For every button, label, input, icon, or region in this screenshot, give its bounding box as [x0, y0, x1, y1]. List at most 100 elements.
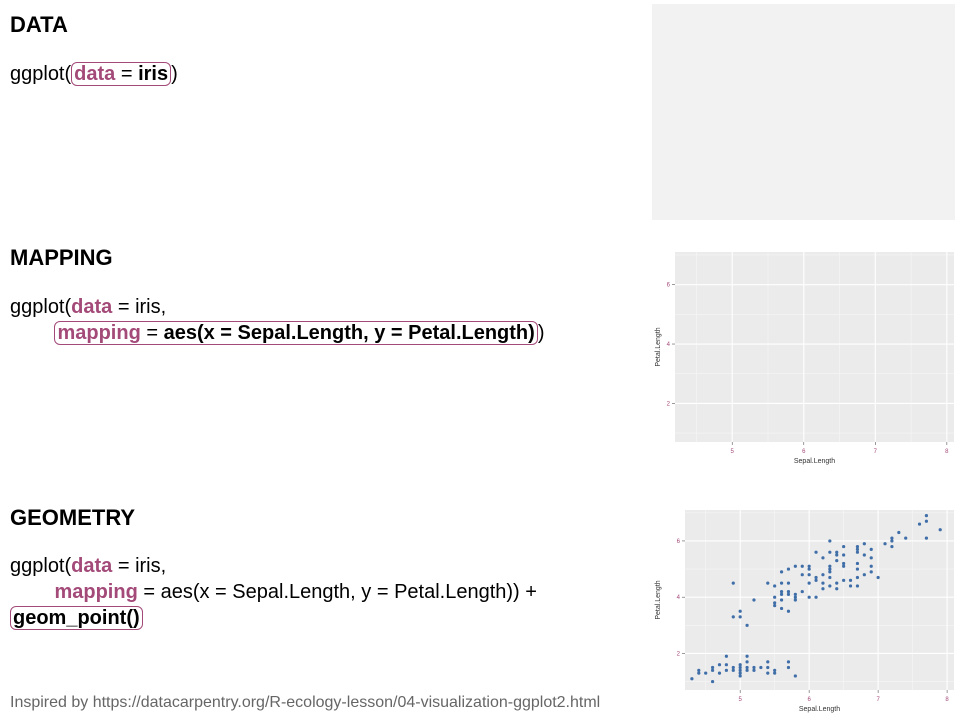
data-point [773, 584, 777, 588]
data-point [876, 575, 880, 580]
data-point [842, 544, 846, 549]
data-point [890, 539, 894, 543]
data-point [731, 615, 735, 619]
highlight-box-geom: geom_point() [10, 606, 143, 630]
x-tick-label: 6 [807, 697, 811, 703]
data-point [855, 544, 860, 549]
data-point [786, 592, 791, 596]
data-point [835, 587, 839, 591]
data-point [766, 671, 770, 675]
data-point [814, 575, 818, 580]
data-point [786, 581, 791, 585]
data-point [924, 536, 929, 540]
data-point [917, 522, 922, 526]
x-tick-label: 5 [739, 697, 743, 703]
x-tick-label: 8 [945, 449, 949, 455]
data-point [835, 553, 839, 557]
data-point [855, 575, 860, 580]
data-point [745, 668, 749, 672]
data-point [738, 665, 742, 670]
data-point [883, 542, 887, 546]
data-point [869, 570, 873, 574]
data-point [821, 556, 825, 560]
data-point [869, 556, 873, 560]
data-point [793, 674, 797, 678]
data-point [828, 564, 832, 568]
data-point [766, 660, 770, 664]
data-point [835, 581, 839, 585]
data-point [862, 553, 866, 557]
data-point [745, 654, 749, 658]
code-data: ggplot(data = iris) [10, 61, 178, 87]
data-point [738, 609, 742, 613]
plot-scatter: 5 6 7 8 2 4 6 Sepal.Length Petal.Length [655, 510, 954, 713]
data-point [704, 671, 708, 675]
data-point [738, 663, 742, 667]
data-point [821, 587, 825, 591]
data-point [897, 530, 901, 535]
data-point [710, 679, 715, 684]
data-point [814, 595, 818, 599]
data-point [807, 573, 811, 577]
y-tick-label: 6 [677, 539, 681, 545]
data-point [786, 665, 791, 670]
data-point [869, 564, 873, 568]
data-point [924, 514, 929, 518]
x-tick-label: 7 [876, 697, 880, 703]
data-point [842, 564, 846, 568]
data-point [759, 665, 763, 670]
data-point [779, 598, 784, 602]
data-point [807, 581, 811, 585]
code-fn: ggplot( [10, 296, 72, 318]
data-point [745, 665, 749, 670]
data-point [710, 665, 715, 670]
code-indent [10, 581, 54, 603]
data-point [773, 601, 777, 605]
data-point [738, 674, 742, 678]
data-point [786, 589, 791, 594]
data-point [779, 606, 784, 611]
data-point [828, 570, 832, 574]
data-point [786, 660, 791, 664]
section-heading-geometry: GEOMETRY [10, 505, 136, 530]
data-point [786, 567, 791, 571]
data-point [807, 567, 811, 571]
code-close: ) [537, 322, 545, 344]
data-point [724, 663, 728, 667]
highlight-box-mapping: mapping = aes(x = Sepal.Length, y = Peta… [54, 321, 538, 345]
plot-panel [685, 510, 954, 690]
data-point [724, 668, 728, 672]
data-point [738, 615, 742, 619]
plot-panel [675, 252, 954, 442]
data-point [800, 564, 804, 568]
code-equals: = [140, 322, 164, 344]
code-equals: = [115, 63, 139, 85]
data-point [924, 519, 929, 523]
data-point [793, 595, 797, 599]
y-axis-label: Petal.Length [655, 580, 662, 619]
code-aes: aes(x = Sepal.Length, y = Petal.Length) [163, 322, 535, 344]
y-tick-label: 2 [677, 651, 681, 657]
data-point [800, 589, 804, 594]
x-tick-label: 7 [874, 449, 878, 455]
data-point [731, 668, 735, 672]
data-point [752, 665, 756, 670]
code-close: ) [171, 63, 178, 85]
data-point [717, 671, 722, 675]
data-point [697, 671, 701, 675]
data-point [821, 581, 825, 585]
section-heading-mapping: MAPPING [10, 245, 113, 270]
data-point [773, 671, 777, 675]
data-point [779, 581, 784, 585]
data-point [766, 665, 770, 670]
x-axis-label: Sepal.Length [799, 706, 840, 713]
keyword-mapping: mapping [54, 581, 138, 603]
data-point [731, 581, 735, 585]
code-indent [10, 322, 54, 344]
data-point [828, 550, 832, 554]
x-tick-label: 8 [945, 697, 949, 703]
data-point [828, 539, 832, 543]
y-tick-label: 4 [667, 342, 671, 348]
data-point [745, 660, 749, 664]
code-rest: = aes(x = Sepal.Length, y = Petal.Length… [137, 581, 537, 603]
